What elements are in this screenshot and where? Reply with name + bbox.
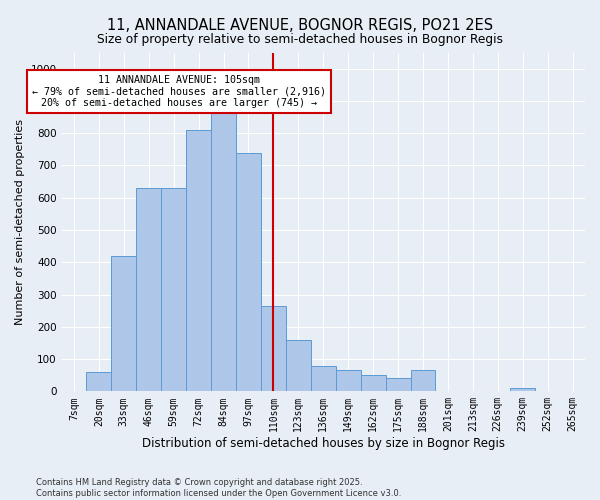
Bar	[410, 370, 436, 392]
Bar	[186, 130, 211, 392]
Bar	[86, 372, 112, 392]
Text: 11 ANNANDALE AVENUE: 105sqm
← 79% of semi-detached houses are smaller (2,916)
20: 11 ANNANDALE AVENUE: 105sqm ← 79% of sem…	[32, 75, 326, 108]
Bar	[286, 340, 311, 392]
Bar	[261, 306, 286, 392]
Bar	[311, 366, 336, 392]
Bar	[112, 256, 136, 392]
Text: Contains HM Land Registry data © Crown copyright and database right 2025.
Contai: Contains HM Land Registry data © Crown c…	[36, 478, 401, 498]
Bar	[336, 370, 361, 392]
Bar	[136, 188, 161, 392]
Bar	[386, 378, 410, 392]
Bar	[211, 82, 236, 392]
Bar	[236, 152, 261, 392]
Bar	[510, 388, 535, 392]
Y-axis label: Number of semi-detached properties: Number of semi-detached properties	[15, 119, 25, 325]
X-axis label: Distribution of semi-detached houses by size in Bognor Regis: Distribution of semi-detached houses by …	[142, 437, 505, 450]
Text: 11, ANNANDALE AVENUE, BOGNOR REGIS, PO21 2ES: 11, ANNANDALE AVENUE, BOGNOR REGIS, PO21…	[107, 18, 493, 32]
Bar	[361, 375, 386, 392]
Bar	[161, 188, 186, 392]
Text: Size of property relative to semi-detached houses in Bognor Regis: Size of property relative to semi-detach…	[97, 32, 503, 46]
